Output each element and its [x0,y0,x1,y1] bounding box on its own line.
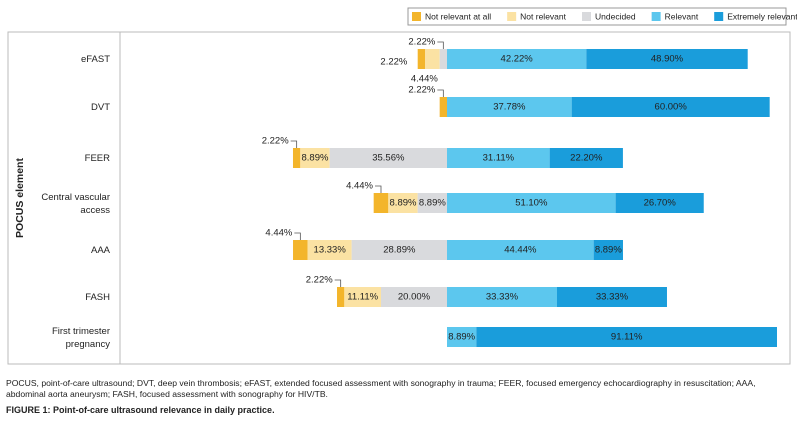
bar-segment [571,97,770,117]
bar-segment [300,148,330,168]
data-label: 22.20% [570,153,603,164]
category-label: FEER [85,153,110,164]
data-label: 8.89% [448,332,475,343]
leader-line [437,89,444,97]
data-label: 37.78% [493,102,526,113]
data-label: 20.00% [398,292,431,303]
data-label: 2.22% [408,85,435,96]
data-label: 8.89% [419,198,446,209]
data-label: 28.89% [383,245,416,256]
data-label: 33.33% [596,292,629,303]
data-label: 44.44% [504,245,537,256]
bar-segment [447,240,594,260]
leader-line [290,140,298,148]
bar-segment [439,97,447,117]
data-label: 60.00% [655,102,688,113]
bar-segment [447,49,587,69]
bar-segment [351,240,447,260]
legend-label: Undecided [595,11,636,21]
y-axis-title: POCUS element [14,158,26,238]
data-label: 51.10% [515,198,548,209]
bar-segment [615,193,704,213]
bar-segment [439,49,447,69]
data-label: 31.11% [483,153,515,164]
data-label: 91.11% [611,332,643,343]
bar-segment [417,193,447,213]
category-label: eFAST [81,54,110,65]
bar-segment [447,97,572,117]
legend-swatch [714,12,724,21]
bar-segment [447,327,477,347]
category-label: DVT [91,102,110,113]
data-label: 48.90% [651,54,684,65]
category-label: FASH [85,292,110,303]
data-label: 4.44% [411,74,438,85]
bar-segment [447,148,550,168]
bar-segment [417,49,426,69]
data-label: 8.89% [595,245,622,256]
legend-swatch [582,12,591,21]
bar-segment [307,240,352,260]
chart: POCUS element Not relevant at all Not rel… [7,7,797,365]
data-label: 8.89% [390,198,417,209]
caption: FIGURE 1: Point-of-care ultrasound relev… [6,405,275,415]
plot-frame [7,31,791,365]
category-label: First trimester pregnancy [52,326,110,350]
data-label: 2.22% [262,136,289,147]
legend-label: Not relevant at all [425,11,491,21]
bar-segment [556,287,667,307]
bar-segment [388,193,418,213]
data-label: 35.56% [372,153,405,164]
bar-segment [476,327,777,347]
bar-segment [329,148,447,168]
bar-segment [425,49,440,69]
data-label: 4.44% [346,181,373,192]
bar-segment [293,240,308,260]
legend-swatch [412,12,421,21]
legend-label: Relevant [665,11,699,21]
leader-line [334,279,342,287]
data-label: 13.33% [314,245,347,256]
leader-line [375,185,382,193]
data-label: 33.33% [486,292,519,303]
category-label: Central vascular access [41,192,110,216]
data-label: 26.70% [644,198,677,209]
bar-segment [292,148,301,168]
bar-segment [337,287,345,307]
leader-line [294,232,301,240]
bar-segment [549,148,623,168]
bar-segment [373,193,389,213]
bar-segment [447,193,616,213]
data-label: 2.22% [306,275,333,286]
bar-segment [586,49,748,69]
legend-swatch [507,12,517,21]
data-label: 2.22% [380,57,407,68]
data-label: 11.11% [347,292,378,303]
legend-swatch [651,12,661,21]
bar-segment [381,287,447,307]
footnote: POCUS, point-of-care ultrasound; DVT, de… [6,378,756,399]
data-label: 2.22% [408,37,435,48]
data-label: 4.44% [265,228,292,239]
leader-line [437,41,444,49]
legend-label: Extremely relevant [727,11,797,21]
bar-segment [344,287,381,307]
legend-label: Not relevant [520,11,566,21]
data-label: 42.22% [501,54,534,65]
category-label: AAA [91,245,111,256]
bar-segment [447,287,557,307]
legend-frame [407,7,787,26]
data-label: 8.89% [302,153,329,164]
bar-segment [593,240,623,260]
